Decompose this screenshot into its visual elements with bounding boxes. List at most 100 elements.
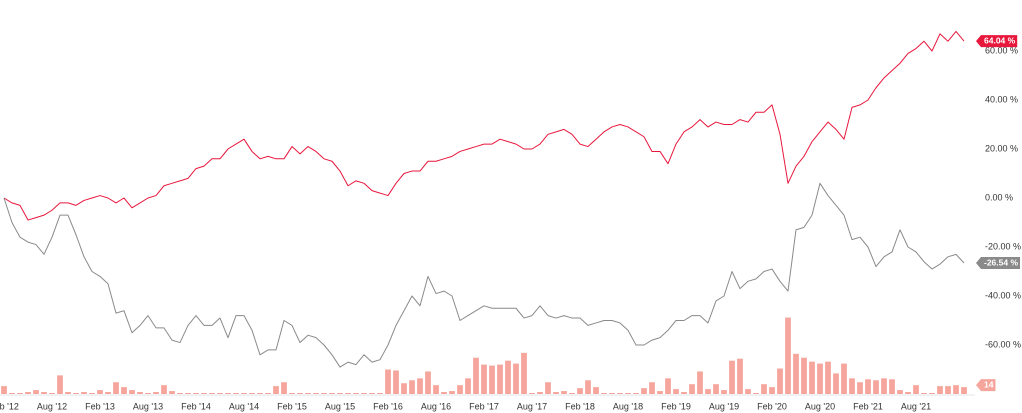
volume-bar [73, 393, 79, 394]
end-tag-box [976, 379, 996, 392]
volume-bar [41, 392, 47, 394]
line [3, 182, 965, 368]
volume-bar [145, 393, 151, 394]
x-tick-label: Feb '13 [85, 401, 115, 411]
y-tick-label: -20.00 % [985, 241, 1021, 251]
volume-bar [49, 393, 55, 394]
volume-bar [729, 360, 735, 394]
volume-bar [273, 386, 279, 394]
volume-bar [345, 393, 351, 394]
end-tag: -26.54 % [976, 257, 1021, 270]
volume-bar [281, 382, 287, 394]
volume-bar [649, 382, 655, 394]
volume-bar [561, 391, 567, 394]
volume-bar [241, 393, 247, 394]
volume-bar [769, 387, 775, 394]
x-tick-label: Aug '14 [229, 401, 259, 411]
volume-bar [609, 393, 615, 394]
volume-bar [961, 387, 967, 394]
end-label: 64.04 % [984, 35, 1016, 45]
x-tick-label: Aug '12 [37, 401, 67, 411]
volume-bar [841, 363, 847, 394]
volume-bar [889, 379, 895, 394]
volume-bar [193, 393, 199, 394]
volume-bar [905, 392, 911, 394]
x-tick-label: Feb '18 [565, 401, 595, 411]
volume-bar [953, 385, 959, 394]
volume-bar [57, 375, 63, 394]
volume-bar [513, 363, 519, 394]
volume-bar [185, 393, 191, 394]
y-tick-label: 60.00 % [985, 45, 1018, 55]
volume-bar [753, 393, 759, 394]
volume-bar [481, 364, 487, 394]
volume-bar [817, 363, 823, 394]
volume-bar [545, 382, 551, 394]
volume-bar [209, 393, 215, 394]
volume-bar [929, 393, 935, 394]
volume-bar [113, 382, 119, 394]
volume-bar [385, 369, 391, 394]
x-tick-label: Aug '17 [517, 401, 547, 411]
volume-bar [665, 378, 671, 394]
volume-bar [553, 392, 559, 394]
volume-bar [425, 371, 431, 394]
volume-bar [945, 386, 951, 394]
volume-bar [505, 360, 511, 394]
end-label: 14 [984, 379, 994, 389]
volume-bar [681, 392, 687, 394]
y-tick-label: 40.00 % [985, 94, 1018, 104]
volume-bar [457, 385, 463, 394]
volume-bar [361, 393, 367, 394]
volume-bar [473, 357, 479, 394]
volume-bar [625, 393, 631, 394]
volume-bar [297, 393, 303, 394]
volume-bar [369, 393, 375, 394]
x-tick-label: Aug '20 [805, 401, 835, 411]
volume-bar [865, 379, 871, 394]
volume-bar [593, 387, 599, 394]
x-tick-label: Feb '17 [469, 401, 499, 411]
volume-bar [465, 378, 471, 394]
end-label: -26.54 % [984, 257, 1018, 267]
volume-bar [489, 365, 495, 394]
volume-bar [897, 390, 903, 394]
volume-bar [745, 389, 751, 394]
volume-bar [313, 393, 319, 394]
volume-bar [137, 392, 143, 394]
volume-bar [401, 383, 407, 394]
x-tick-label: Feb '16 [373, 401, 403, 411]
volume-bar [289, 393, 295, 394]
volume-bar [129, 390, 135, 394]
volume-bar [265, 393, 271, 394]
x-tick-label: Aug '16 [421, 401, 451, 411]
volume-bar [777, 368, 783, 394]
y-tick-label: -60.00 % [985, 339, 1021, 349]
volume-bar [585, 380, 591, 394]
x-tick-label: Aug '18 [613, 401, 643, 411]
volume-bar [673, 389, 679, 394]
volume-bar [577, 388, 583, 394]
volume-bar [449, 391, 455, 394]
volume-bar [713, 384, 719, 394]
volume-bar [761, 384, 767, 394]
volume-bar [857, 382, 863, 394]
volume-bar [801, 357, 807, 394]
x-tick-label: Feb '14 [181, 401, 211, 411]
volume-bar [657, 391, 663, 394]
volume-bar [121, 387, 127, 394]
volume-bar [497, 364, 503, 394]
volume-bar [921, 393, 927, 394]
end-tag: 14 [976, 379, 996, 392]
volume-bar [825, 361, 831, 394]
volume-bar [441, 392, 447, 394]
volume-bar [65, 392, 71, 394]
y-tick-label: 20.00 % [985, 143, 1018, 153]
volume-bar [105, 392, 111, 394]
volume-bar [521, 352, 527, 394]
volume-bar [641, 388, 647, 394]
volume-bar [809, 361, 815, 394]
volume-bar [529, 393, 535, 394]
